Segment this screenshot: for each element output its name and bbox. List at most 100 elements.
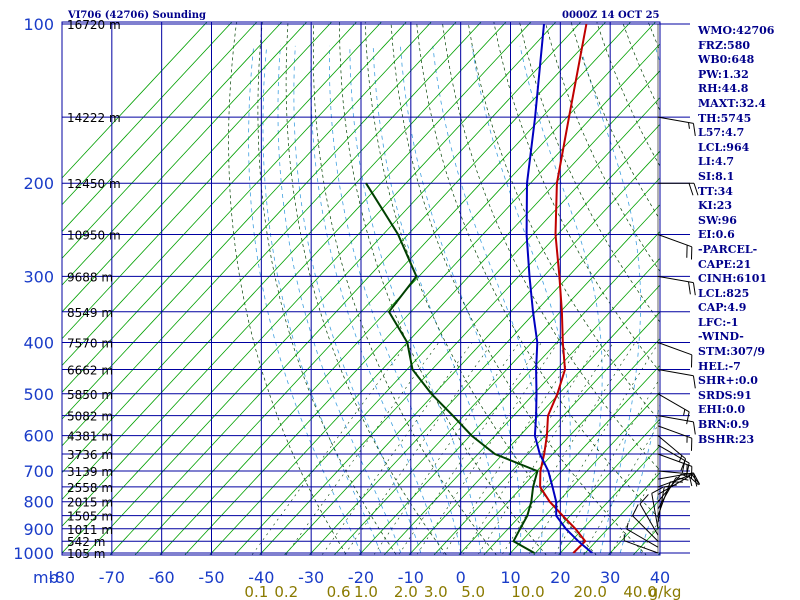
pressure-grid [61,21,690,556]
pressure-tick-label: 200 [23,174,54,193]
isotherm-line [62,22,333,313]
mixing-ratio-label: 2.0 [394,583,418,600]
isotherm-line [62,22,457,447]
wind-barb-flag [639,494,649,505]
wind-barb [657,415,696,435]
wind-barb-staff [632,515,659,542]
isotherm-line [557,445,660,555]
wind-barb-flag [692,123,696,136]
wind-barb [657,369,696,389]
wind-barb-staff [657,342,692,356]
stat-item: BRN:0.9 [698,418,750,432]
temperature-tick-label: 40 [650,568,670,587]
mixing-ratio-label: 40.0 [623,583,656,600]
wind-barb-flag [686,411,690,425]
pressure-tick-label: 1000 [13,544,54,563]
mixing-ratio-line [553,377,660,555]
isotherm-line [184,43,660,555]
height-label: 9688 m [67,270,113,284]
sounding-series [365,23,593,554]
wind-barb-staff [657,474,692,488]
wind-barb-staff [657,477,677,510]
isotherms [62,22,660,555]
wind-barb [657,393,690,425]
pressure-tick-label: 400 [23,333,54,352]
stat-item: TH:5745 [698,111,752,125]
moist-adiabat-line [277,45,402,554]
stat-item: SI:8.1 [698,169,735,183]
temperature-tick-label: -10 [398,568,424,587]
wind-barb-staff [657,116,694,124]
wind-barb-flag [692,375,696,389]
stat-item: RH:44.8 [698,82,749,96]
isotherm-line [62,22,432,420]
height-label: 5850 m [67,388,113,402]
height-label: 7570 m [67,336,113,350]
isotherm-line [62,22,283,259]
stat-item: MAXT:32.4 [698,96,766,110]
isotherm-line [62,22,482,474]
stat-item: SHR+:0.0 [698,374,758,388]
stat-item: EHI:0.0 [698,403,746,417]
mixing-ratio-label: 0.6 [327,583,351,600]
pressure-tick-label: 700 [23,462,54,481]
isotherm-line [62,22,532,527]
stat-item: KI:23 [698,199,733,213]
isotherm-line [308,177,660,555]
mixing-ratio-line [398,342,542,555]
wind-barb-staff [657,476,690,495]
isotherm-line [458,338,660,555]
mixing-ratio-line [285,342,440,555]
pressure-tick-label: 800 [23,493,54,512]
wind-barb-flag [688,476,699,486]
stat-item: FRZ:580 [698,38,751,52]
stat-item: WB0:648 [698,53,755,67]
wind-barb-staff [657,393,690,413]
stat-item: LCL:825 [698,286,750,300]
wind-barb [657,234,693,260]
temperature-tick-label: 20 [550,568,570,587]
wind-barb [626,522,659,548]
pressure-tick-label: 600 [23,427,54,446]
wind-barb [657,116,696,136]
isotherm-line [258,123,660,555]
wind-barb [658,182,699,196]
dry-adiabat-line [228,22,347,555]
wind-barb [639,494,659,536]
mixing-ratio-line [416,342,559,555]
stat-item: STM:307/9 [698,345,765,359]
wind-barb-staff [657,486,665,523]
wind-barb-staff [651,493,659,529]
height-label: 105 m [67,547,105,561]
wind-barb-half-flag [688,122,690,129]
temperature-tick-label: 10 [500,568,520,587]
mixing-ratio-line [373,342,520,555]
pressure-tick-label: 500 [23,385,54,404]
wind-barb-staff [657,234,692,248]
isotherm-line [358,230,660,555]
wind-barb [632,504,659,542]
wind-barb [657,425,693,451]
temperature-tick-label: -80 [49,568,75,587]
isotherm-line [62,22,358,340]
temperature-line [539,23,588,554]
wind-barb-staff [657,425,692,439]
isotherm-line [408,284,660,555]
wind-barb-flag [692,421,696,435]
stat-item: CAP:4.9 [698,301,747,315]
height-label: 1011 m [67,523,113,537]
plot-frame [61,21,661,556]
height-label: 5082 m [67,410,113,424]
wind-barb-flag [680,458,687,471]
mixing-ratio-line [442,342,583,555]
wind-barb-staff [657,369,694,377]
wind-barb-flag [651,486,664,494]
mixing-ratio-label: g/kg [649,583,682,600]
wind-barb [657,470,698,487]
moist-adiabat-line [519,45,603,554]
isotherm-line [209,70,660,555]
wind-barb [657,275,696,296]
pressure-unit-label: mb [33,568,59,587]
wind-barb-flag [688,281,691,295]
